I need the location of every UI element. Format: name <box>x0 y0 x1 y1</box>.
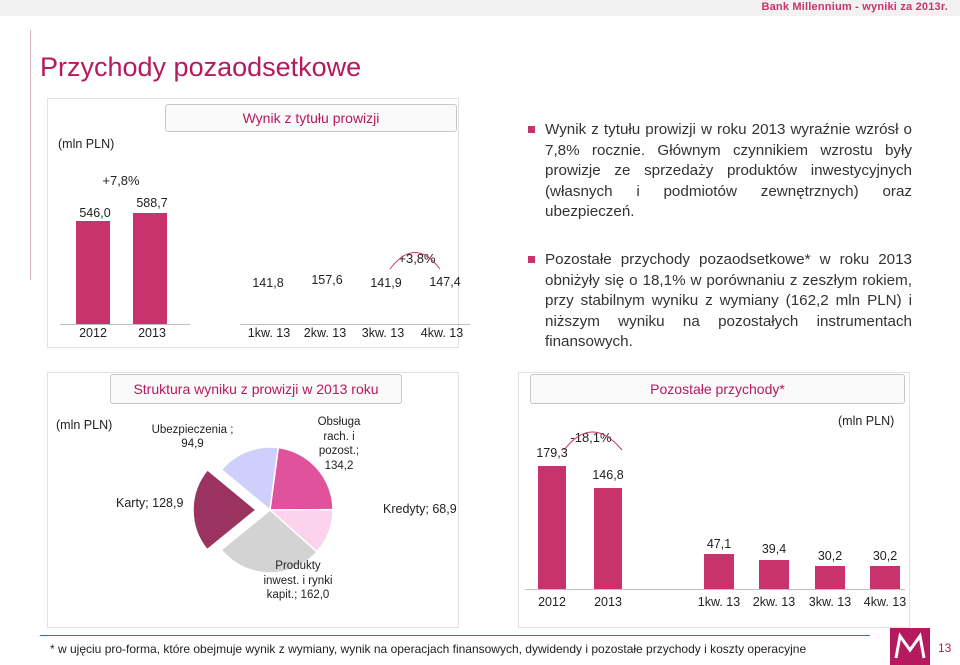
data-label-2kw: 39,4 <box>761 542 787 556</box>
axis-line <box>60 324 190 325</box>
decline-arc <box>563 431 623 451</box>
tick-label-2kw: 2kw. 13 <box>752 595 796 609</box>
pie-label-karty: Karty; 128,9 <box>116 496 184 510</box>
unit-label: (mln PLN) <box>58 137 115 151</box>
pie-chart <box>192 446 334 574</box>
data-label-2013: 588,7 <box>136 196 168 210</box>
pie-slice-4 <box>220 509 319 574</box>
pie-unit-label: (mln PLN) <box>56 418 113 432</box>
growth-annotation: +7,8% <box>102 173 140 188</box>
millennium-logo <box>890 628 930 665</box>
pie-label-kredyty: Kredyty; 68,9 <box>383 502 457 516</box>
bar-3kw <box>815 566 845 589</box>
data-label-2kw: 157,6 <box>311 273 343 287</box>
data-label-2012: 546,0 <box>79 206 111 220</box>
logo-glyph <box>894 632 926 659</box>
growth-arc-path <box>389 252 441 270</box>
tick-label-3kw: 3kw. 13 <box>808 595 852 609</box>
axis-line <box>525 589 905 590</box>
page-title: Przychody pozaodsetkowe <box>40 52 362 82</box>
pie-label-produkty: Produkty inwest. i rynki kapit.; 162,0 <box>263 560 333 601</box>
struktura-panel-title: Struktura wyniku z prowizji w 2013 roku <box>110 374 402 404</box>
struktura-panel <box>47 372 459 628</box>
data-label-3kw: 30,2 <box>817 549 843 563</box>
footnote: * w ujęciu pro-forma, które obejmuje wyn… <box>50 642 807 656</box>
pie-label-ubezpieczenia: Ubezpieczenia ; 94,9 <box>151 424 234 450</box>
bar-2kw <box>759 560 789 589</box>
tick-label-2013: 2013 <box>594 595 622 609</box>
bullet-1: Wynik z tytułu prowizji w roku 2013 wyra… <box>528 120 912 223</box>
data-label-2012: 179,3 <box>536 446 568 460</box>
data-label-1kw: 141,8 <box>252 276 284 290</box>
quarterly-growth-annotation: +3,8% <box>398 251 436 266</box>
bar-2012 <box>76 221 110 324</box>
tick-label-1kw: 1kw. 13 <box>247 326 291 340</box>
bullet-marker <box>528 126 535 133</box>
data-label-4kw: 147,4 <box>429 275 461 289</box>
bar-1kw <box>704 554 734 589</box>
footer-divider <box>40 635 870 636</box>
pie-slice-5 <box>192 468 258 551</box>
data-label-2013: 146,8 <box>592 468 624 482</box>
pie-label-obsluga: Obsługa rach. i pozost.; 134,2 <box>317 416 361 472</box>
data-label-4kw: 30,2 <box>872 549 898 563</box>
tick-label-4kw: 4kw. 13 <box>420 326 464 340</box>
bar-2013 <box>133 213 167 324</box>
growth-arc <box>389 252 441 270</box>
axis-line-quarters <box>240 324 470 325</box>
data-label-1kw: 47,1 <box>706 537 732 551</box>
bullet-marker <box>528 256 535 263</box>
bullet-2-text: Pozostałe przychody pozaodsetkowe* w rok… <box>545 251 912 350</box>
bullet-2: Pozostałe przychody pozaodsetkowe* w rok… <box>528 250 912 353</box>
decorative-vertical-line <box>30 30 31 280</box>
pozostale-unit-label: (mln PLN) <box>838 414 895 428</box>
top-bar <box>0 0 960 16</box>
decline-arc-path <box>563 431 623 451</box>
tick-label-2kw: 2kw. 13 <box>303 326 347 340</box>
logo-m-path <box>894 632 926 659</box>
bar-2013 <box>594 488 622 589</box>
pie-slice-2 <box>269 446 334 511</box>
bar-2012 <box>538 466 566 589</box>
bar-4kw <box>870 566 900 589</box>
tick-label-2012: 2012 <box>538 595 566 609</box>
prowizje-panel <box>47 98 459 348</box>
bullet-1-text: Wynik z tytułu prowizji w roku 2013 wyra… <box>545 121 912 220</box>
tick-label-2012: 2012 <box>79 326 107 340</box>
data-label-3kw: 141,9 <box>370 276 402 290</box>
prowizje-panel-title: Wynik z tytułu prowizji <box>165 104 457 132</box>
pozostale-panel-title: Pozostałe przychody* <box>530 374 905 404</box>
tick-label-2013: 2013 <box>138 326 166 340</box>
pie-slice-1 <box>220 446 280 512</box>
tick-label-4kw: 4kw. 13 <box>863 595 907 609</box>
tick-label-1kw: 1kw. 13 <box>697 595 741 609</box>
brand-label: Bank Millennium - wyniki za 2013r. <box>761 1 948 13</box>
tick-label-3kw: 3kw. 13 <box>361 326 405 340</box>
page-number: 13 <box>938 641 952 655</box>
